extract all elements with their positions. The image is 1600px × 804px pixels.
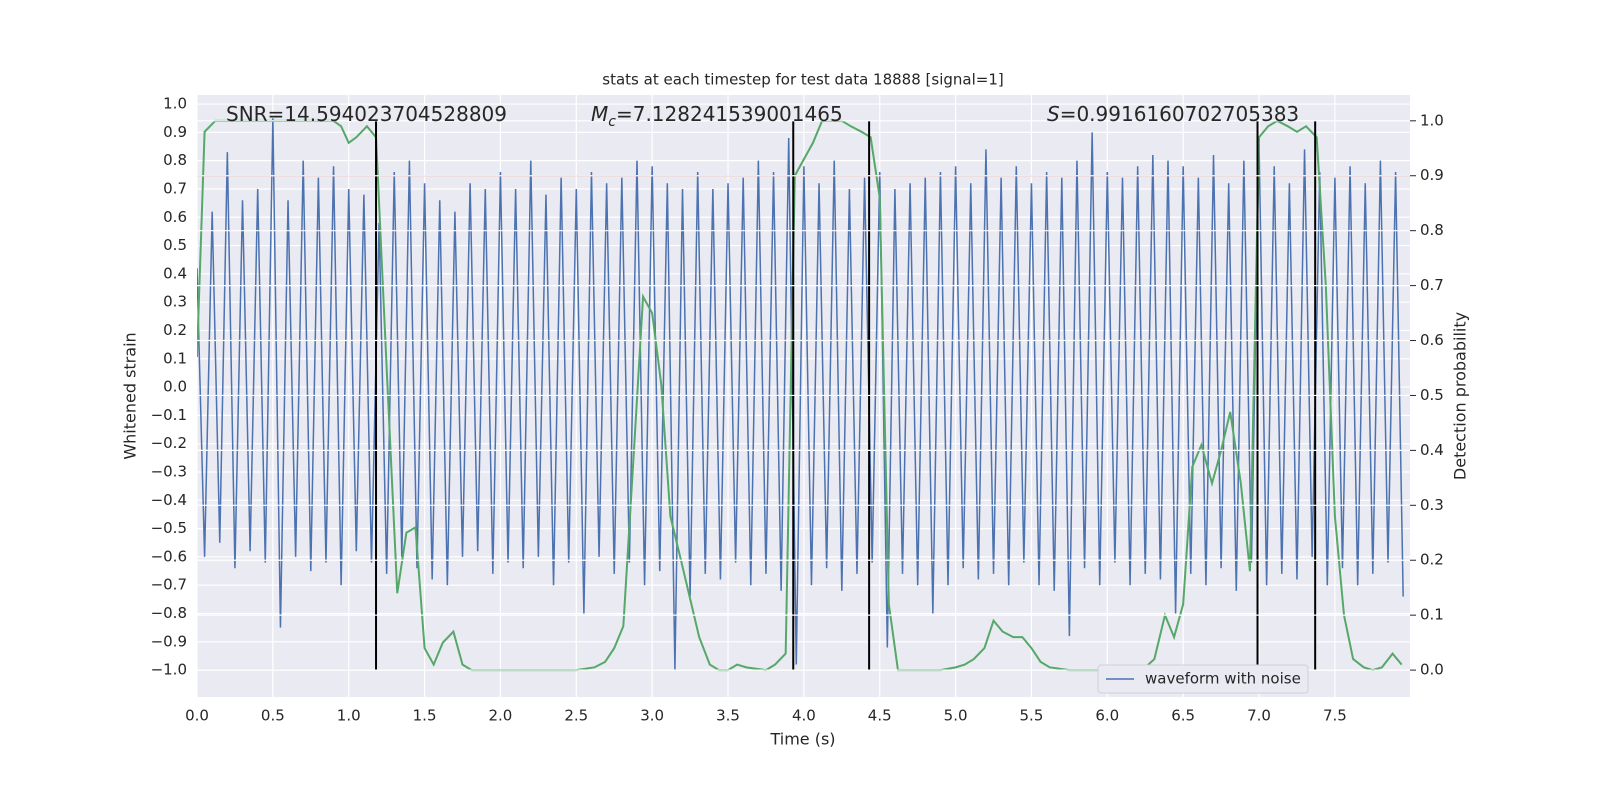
y-tick-label: 0.7 (163, 179, 187, 197)
annotation-text: =0.9916160702705383 (1060, 102, 1299, 126)
x-tick-label: 2.0 (489, 707, 513, 725)
annotation-text: SNR=14.594023704528809 (226, 102, 507, 126)
y2-tick-label: 0.2 (1420, 551, 1444, 569)
annotation-text: =7.128241539001465 (616, 102, 843, 126)
y2-tick-label: 0.4 (1420, 441, 1444, 459)
chart-title: stats at each timestep for test data 188… (602, 71, 1003, 89)
y2-tick-label: 1.0 (1420, 111, 1444, 129)
y2-tick-label: 0.5 (1420, 386, 1444, 404)
annotation-subscript: c (608, 114, 616, 130)
annotation-symbol: S (1047, 102, 1060, 126)
y-tick-label: −0.3 (151, 462, 187, 480)
x-tick-label: 3.0 (640, 707, 664, 725)
y-tick-label: 0.4 (163, 264, 187, 282)
y-tick-label: 0.5 (163, 236, 187, 254)
x-tick-label: 7.5 (1323, 707, 1347, 725)
y-tick-label: 0.8 (163, 151, 187, 169)
x-tick-label: 5.5 (1020, 707, 1044, 725)
y2-tick-label: 0.9 (1420, 166, 1444, 184)
y-tick-label: −0.4 (151, 491, 187, 509)
y-axis-label: Whitened strain (121, 332, 140, 459)
x-tick-label: 4.0 (792, 707, 816, 725)
y-tick-label: 0.9 (163, 123, 187, 141)
legend-box (1097, 664, 1309, 694)
y2-tick-label: 0.6 (1420, 331, 1444, 349)
annotation: SNR=14.594023704528809 (226, 102, 507, 126)
y2-tick-label: 0.0 (1420, 661, 1444, 679)
probability-line (197, 119, 1403, 672)
waveform-line (197, 118, 1404, 671)
legend-label: waveform with noise (1145, 670, 1301, 688)
x-tick-label: 7.0 (1247, 707, 1271, 725)
y-tick-label: 0.0 (163, 378, 187, 396)
y-tick-label: −0.1 (151, 406, 187, 424)
x-tick-label: 1.5 (413, 707, 437, 725)
x-tick-label: 5.0 (944, 707, 968, 725)
y-tick-label: −1.0 (151, 661, 187, 679)
x-tick-label: 3.5 (716, 707, 740, 725)
y2-tick-label: 0.7 (1420, 276, 1444, 294)
x-tick-label: 0.0 (185, 707, 209, 725)
y-tick-label: −0.7 (151, 576, 187, 594)
x-tick-label: 6.0 (1095, 707, 1119, 725)
x-tick-label: 1.0 (337, 707, 361, 725)
y-tick-label: 0.6 (163, 208, 187, 226)
y-tick-label: 0.2 (163, 321, 187, 339)
y-tick-label: −0.6 (151, 547, 187, 565)
annotation: S=0.9916160702705383 (1047, 102, 1299, 126)
y-tick-label: 0.1 (163, 349, 187, 367)
y2-tick-label: 0.3 (1420, 496, 1444, 514)
y2-axis-label: Detection probability (1451, 312, 1470, 480)
x-axis-label: Time (s) (769, 730, 835, 749)
annotation-symbol: M (591, 102, 608, 126)
y2-tick-label: 0.8 (1420, 221, 1444, 239)
y-tick-label: −0.5 (151, 519, 187, 537)
y-tick-label: 0.3 (163, 293, 187, 311)
y-tick-label: 1.0 (163, 95, 187, 113)
x-tick-label: 2.5 (564, 707, 588, 725)
annotation: Mc=7.128241539001465 (591, 102, 843, 130)
y2-tick-label: 0.1 (1420, 606, 1444, 624)
x-tick-label: 4.5 (868, 707, 892, 725)
x-tick-label: 0.5 (261, 707, 285, 725)
y-tick-label: −0.8 (151, 604, 187, 622)
y-tick-label: −0.2 (151, 434, 187, 452)
y-tick-label: −0.9 (151, 632, 187, 650)
x-tick-label: 6.5 (1171, 707, 1195, 725)
